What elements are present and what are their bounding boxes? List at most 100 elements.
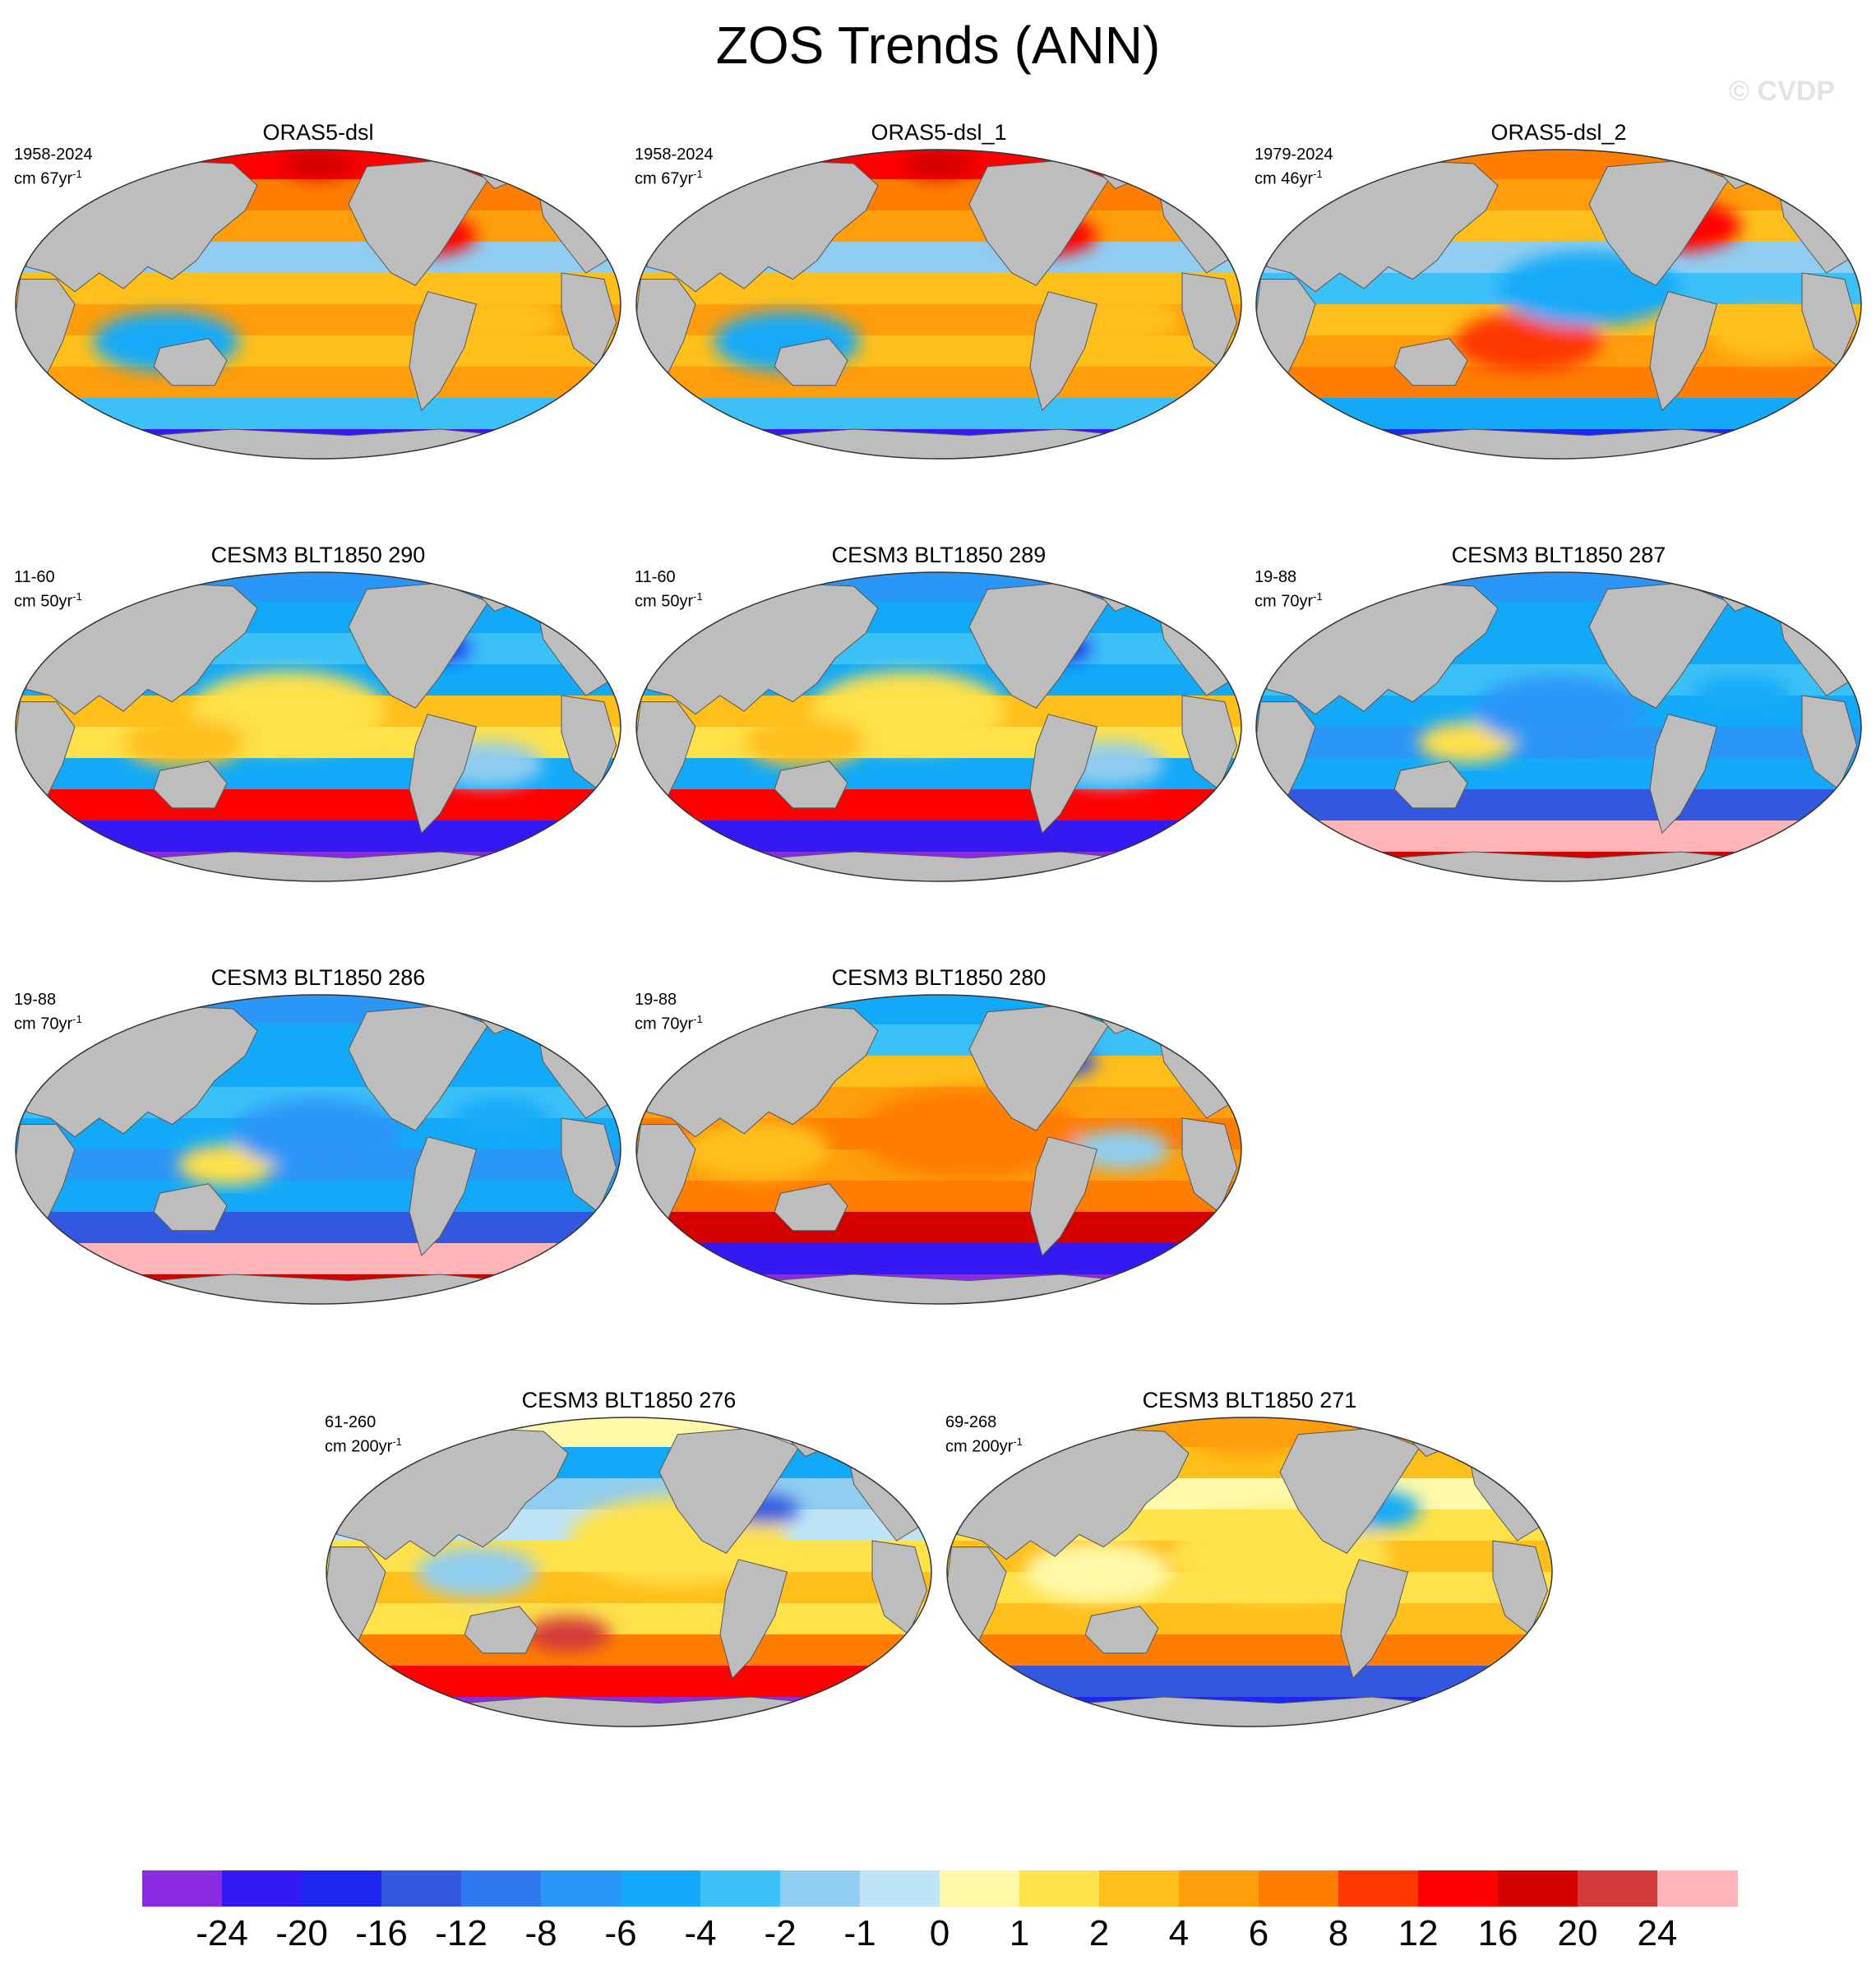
trend-anomaly [190, 671, 386, 751]
panel-units: cm 70yr-1 [1255, 590, 1323, 611]
trend-anomaly [123, 717, 246, 768]
colorbar-tick-label: 12 [1398, 1913, 1439, 1953]
panel-period: 19-88 [14, 991, 57, 1009]
panel-title: ORAS5-dsl_2 [1490, 120, 1627, 145]
map-panel: ORAS5-dsl 1958-2024 cm 67yr-1 [14, 118, 622, 513]
map-panel: CESM3 BLT1850 290 11-60 cm 50yr-1 [14, 541, 622, 936]
colorbar-tick-label: 8 [1328, 1913, 1349, 1953]
colorbar-tick-label: -16 [355, 1913, 408, 1953]
panel-units: cm 67yr-1 [635, 168, 703, 188]
trend-anomaly [1711, 310, 1832, 361]
trend-band [1256, 789, 1861, 821]
trend-band [1256, 758, 1861, 790]
map-outline [635, 149, 1242, 460]
land-mass [968, 159, 1110, 286]
trend-band [16, 995, 621, 1025]
land-mass [111, 1274, 538, 1304]
panel-title: CESM3 BLT1850 286 [210, 965, 426, 990]
map-outline [15, 994, 621, 1305]
colorbar-swatch [541, 1870, 621, 1907]
panel-period: 19-88 [1255, 568, 1297, 586]
trend-band [1256, 150, 1861, 180]
colorbar-swatch [1657, 1870, 1738, 1907]
colorbar-tick-label: -1 [843, 1913, 876, 1953]
trend-anomaly [1189, 1417, 1310, 1457]
figure-title: ZOS Trends (ANN) [715, 16, 1161, 75]
colorbar-swatch [381, 1870, 462, 1907]
trend-band [636, 1212, 1241, 1244]
land-mass [153, 1183, 228, 1232]
trend-anomaly [744, 717, 866, 768]
world-map [635, 994, 1242, 1305]
trend-band [16, 1212, 621, 1244]
world-map [15, 994, 621, 1305]
land-mass [153, 338, 228, 386]
colorbar-swatch [142, 1870, 223, 1907]
trend-band [16, 789, 621, 821]
trend-anomaly [811, 671, 1006, 751]
land-mass [968, 1005, 1110, 1131]
panel-title: CESM3 BLT1850 280 [831, 965, 1047, 990]
trend-band [636, 367, 1241, 399]
trend-band [16, 1181, 621, 1213]
colorbar-swatch [1179, 1870, 1259, 1907]
panel-period: 11-60 [635, 568, 676, 586]
land-mass [1279, 1427, 1421, 1554]
trend-anomaly [1072, 1129, 1171, 1170]
colorbar-swatch [1019, 1870, 1100, 1907]
land-mass [1084, 1606, 1159, 1654]
land-mass [719, 1559, 788, 1680]
colorbar-swatch [1578, 1870, 1658, 1907]
panel-period: 1979-2024 [1255, 146, 1333, 164]
land-mass [464, 1606, 538, 1654]
land-mass [732, 851, 1158, 881]
world-map [326, 1417, 932, 1727]
colorbar-swatch [1418, 1870, 1499, 1907]
trend-anomaly [1473, 676, 1644, 747]
map-outline [635, 994, 1242, 1305]
trend-anomaly [1692, 675, 1791, 716]
land-mass [1588, 159, 1730, 286]
land-mass [774, 760, 848, 809]
trend-anomaly [1455, 312, 1601, 372]
land-mass [348, 582, 489, 709]
colorbar-swatch [461, 1870, 542, 1907]
trend-band [326, 1634, 931, 1667]
panel-units: cm 200yr-1 [325, 1435, 402, 1456]
trend-band [636, 572, 1241, 603]
trend-band [947, 1634, 1552, 1667]
colorbar-swatch [860, 1870, 940, 1907]
trend-band [636, 789, 1241, 821]
panel-title: CESM3 BLT1850 289 [831, 543, 1047, 567]
colorbar-swatch [1498, 1870, 1578, 1907]
map-panel: CESM3 BLT1850 287 19-88 cm 70yr-1 [1255, 541, 1863, 936]
panel-period: 1958-2024 [635, 146, 714, 164]
world-map [1255, 149, 1862, 460]
trend-anomaly [451, 1098, 550, 1139]
world-map [635, 571, 1242, 882]
trend-anomaly [416, 1546, 538, 1597]
colorbar-swatch [940, 1870, 1020, 1907]
trend-anomaly [1024, 1542, 1171, 1602]
land-mass [1649, 291, 1718, 412]
watermark-logo: © CVDP [1729, 76, 1835, 107]
colorbar-tick-label: -12 [435, 1913, 487, 1953]
colorbar-tick-label: 0 [929, 1913, 950, 1953]
colorbar-tick-label: 4 [1168, 1913, 1190, 1953]
map-panel: ORAS5-dsl_1 1958-2024 cm 67yr-1 [635, 118, 1243, 513]
land-mass [732, 1274, 1158, 1304]
panel-units: cm 70yr-1 [14, 1013, 82, 1033]
panel-period: 11-60 [14, 568, 55, 586]
trend-band [326, 1603, 931, 1635]
colorbar [142, 1870, 1738, 1907]
land-mass [1029, 291, 1098, 412]
trend-anomaly [525, 1616, 611, 1653]
colorbar-tick-label: -6 [604, 1913, 637, 1953]
land-mass [732, 428, 1158, 459]
map-panel: CESM3 BLT1850 276 61-260 cm 200yr-1 [325, 1386, 933, 1781]
panel-units: cm 50yr-1 [14, 590, 82, 611]
panel-period: 61-260 [325, 1413, 377, 1431]
panel-title: ORAS5-dsl_1 [871, 120, 1007, 145]
map-panel: CESM3 BLT1850 280 19-88 cm 70yr-1 [635, 964, 1243, 1358]
panel-units: cm 50yr-1 [635, 590, 703, 611]
